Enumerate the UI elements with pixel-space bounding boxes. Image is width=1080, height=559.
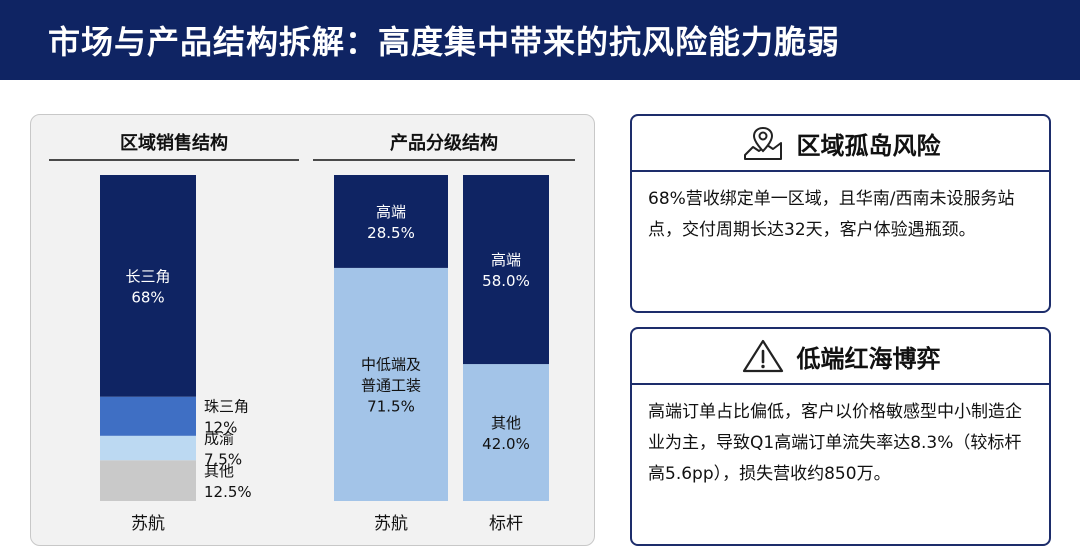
bar-segment-0 xyxy=(100,460,196,501)
data-label-0-2: 高端 28.5% xyxy=(367,203,415,242)
map-pin-icon xyxy=(743,126,782,160)
chart-panel: 区域销售结构 产品分级结构 其他 12.5% 成渝 7.5% 珠三角 12% 长三角 68% 苏… xyxy=(30,114,595,546)
bar-segment-1 xyxy=(100,435,196,461)
heading-rule-product xyxy=(313,159,575,161)
data-label-3: 长三角 68% xyxy=(125,267,170,306)
card-header: 低端红海博弈 xyxy=(632,329,1049,385)
card-text: 68%营收绑定单一区域，且华南/西南未设服务站点，交付周期长达32天，客户体验遇… xyxy=(648,189,1015,240)
data-label-0-0: 中低端及普通工装 71.5% xyxy=(361,355,421,415)
data-label-1: 成渝 7.5% xyxy=(204,430,242,469)
bar-segment-0-0 xyxy=(334,267,448,501)
category-label-0: 苏航 xyxy=(374,514,408,534)
chart-title-region: 区域销售结构 xyxy=(120,133,228,154)
data-label-0: 其他 12.5% xyxy=(204,462,252,501)
warning-icon xyxy=(742,339,783,373)
heading-rule-region xyxy=(49,159,299,161)
category-label: 苏航 xyxy=(131,514,165,534)
bar-segment-1-1 xyxy=(463,364,549,501)
page-title: 市场与产品结构拆解：高度集中带来的抗风险能力脆弱 xyxy=(48,23,841,61)
data-label-2: 珠三角 12% xyxy=(204,398,249,437)
card-region-risk: 区域孤岛风险 68%营收绑定单一区域，且华南/西南未设服务站点，交付周期长达32… xyxy=(630,114,1051,313)
card-title: 区域孤岛风险 xyxy=(796,131,941,160)
header-bar: 市场与产品结构拆解：高度集中带来的抗风险能力脆弱 xyxy=(0,0,1080,80)
bar-segment-3 xyxy=(100,175,196,397)
bar-segment-2 xyxy=(100,396,196,436)
category-label-1: 标杆 xyxy=(489,514,523,534)
card-title: 低端红海博弈 xyxy=(796,344,941,373)
bar-segment-1-2 xyxy=(463,175,549,365)
bar-segment-0-2 xyxy=(334,175,448,268)
card-lowend-risk: 低端红海博弈 高端订单占比偏低，客户以价格敏感型中小制造企业为主，导致Q1高端订… xyxy=(630,327,1051,546)
card-text: 高端订单占比偏低，客户以价格敏感型中小制造企业为主，导致Q1高端订单流失率达8.… xyxy=(648,402,1022,484)
stacked-bar-charts: 其他 12.5%成渝 7.5%珠三角 12% 长三角 68% 苏航 中低端及普通工装 71.5%… xyxy=(100,175,549,534)
data-label-1-2: 高端 58.0% xyxy=(482,251,530,290)
data-label-1-1: 其他 42.0% xyxy=(482,414,530,453)
chart-title-product: 产品分级结构 xyxy=(390,133,498,154)
card-header: 区域孤岛风险 xyxy=(632,116,1049,172)
